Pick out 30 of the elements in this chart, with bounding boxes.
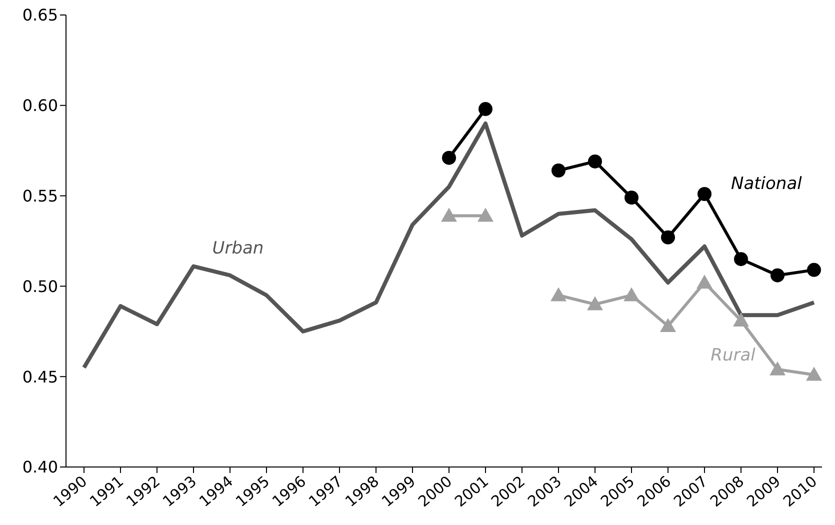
y-tick-label: 0.50 bbox=[22, 276, 58, 296]
point bbox=[696, 274, 712, 289]
y-tick-label: 0.45 bbox=[22, 367, 58, 386]
y-tick-label: 0.40 bbox=[22, 458, 58, 477]
point bbox=[770, 361, 786, 376]
point bbox=[442, 150, 456, 165]
point bbox=[807, 262, 821, 277]
series-label: National bbox=[731, 174, 802, 194]
point bbox=[478, 208, 494, 222]
line-series bbox=[82, 121, 816, 370]
point bbox=[770, 268, 784, 282]
point bbox=[661, 230, 675, 244]
series-label: Rural bbox=[710, 346, 756, 366]
point bbox=[734, 252, 748, 266]
point bbox=[587, 296, 603, 310]
point bbox=[806, 366, 822, 381]
y-tick-label: 0.60 bbox=[22, 96, 58, 116]
point bbox=[624, 190, 638, 205]
point bbox=[478, 102, 492, 116]
point bbox=[733, 312, 749, 327]
y-tick-label: 0.65 bbox=[22, 6, 58, 25]
point bbox=[552, 163, 566, 178]
series-label: Urban bbox=[212, 238, 264, 258]
point bbox=[441, 208, 457, 222]
point bbox=[660, 318, 676, 332]
point bbox=[698, 186, 712, 201]
y-tick-label: 0.55 bbox=[22, 186, 58, 206]
point bbox=[588, 154, 602, 168]
point bbox=[624, 287, 640, 302]
point bbox=[550, 287, 566, 302]
